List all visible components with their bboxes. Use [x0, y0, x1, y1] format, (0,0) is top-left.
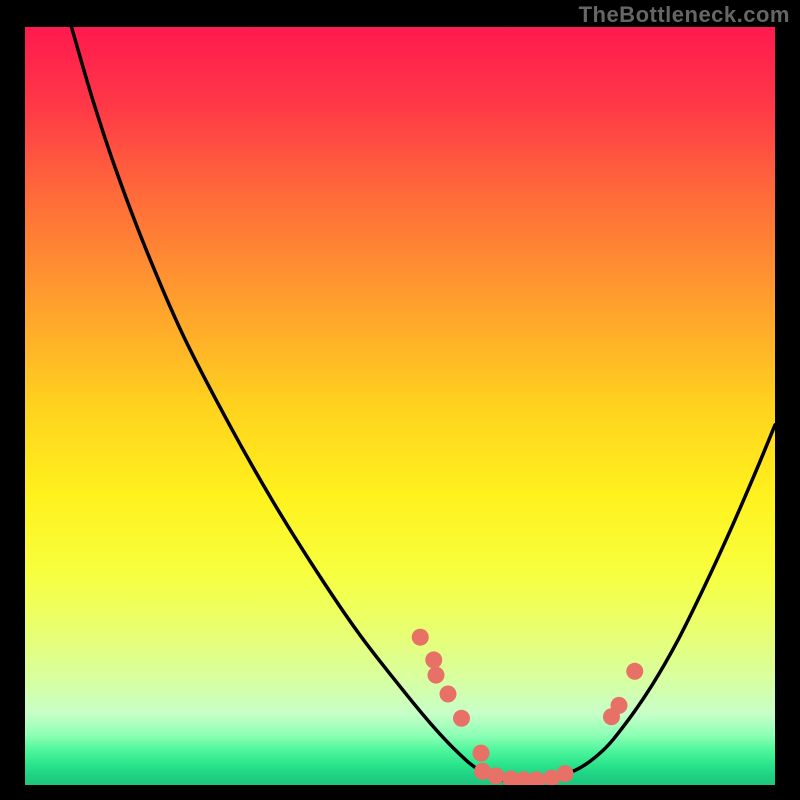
data-marker — [557, 765, 574, 782]
data-marker — [626, 663, 643, 680]
watermark-text: TheBottleneck.com — [579, 2, 790, 28]
data-marker — [488, 767, 505, 784]
data-marker — [473, 745, 490, 762]
plot-svg — [25, 27, 775, 785]
data-marker — [428, 667, 445, 684]
data-marker — [611, 697, 628, 714]
chart-container: TheBottleneck.com — [0, 0, 800, 800]
data-marker — [425, 651, 442, 668]
data-marker — [453, 710, 470, 727]
data-marker — [440, 686, 457, 703]
data-marker — [412, 629, 429, 646]
plot-area — [25, 27, 775, 785]
